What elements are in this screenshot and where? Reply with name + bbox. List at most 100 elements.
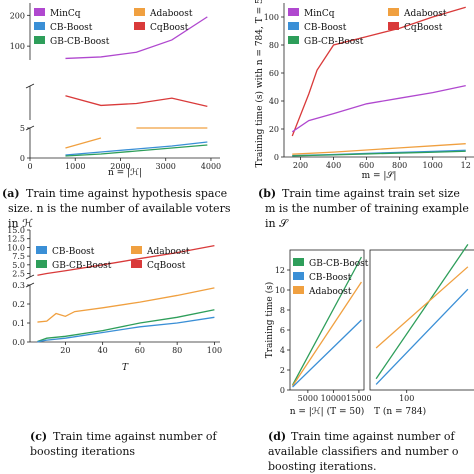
series-line-c-adaboost-0 (37, 287, 215, 323)
x-tick-label-b-0: 200 (293, 161, 308, 170)
legend-swatch-b-1 (388, 8, 399, 16)
x-tick-label-a-0: 0 (27, 162, 32, 171)
frame-d (289, 249, 365, 391)
legend-label-d-0: GB-CB-Boost (309, 259, 369, 269)
legend-label-a-2: CB-Boost (50, 23, 93, 33)
y-axis-label-b: Training time (s) with n = 784, T = 50 (254, 0, 265, 167)
series-line-d-adaboost (292, 281, 362, 387)
series-line-d2-adaboost (375, 266, 469, 349)
y-tick-label-c-7: 10.0 (7, 243, 25, 252)
series-line-a-adaboost-0 (65, 137, 102, 149)
caption-c-line2: boosting iterations (30, 445, 135, 458)
frame-d2 (369, 249, 474, 391)
y-tick-label-a-3: 200 (10, 11, 25, 20)
x-tick-label-b-5: 12 (461, 161, 471, 170)
y-tick-label-c-2: 0.2 (12, 300, 25, 309)
series-line-b-cqboost (291, 6, 466, 137)
y-axis-label-d: Training time (s) (264, 282, 275, 359)
x-axis-label-a: n = |ℋ| (108, 168, 142, 178)
x-tick-label-c-1: 40 (98, 346, 108, 355)
series-line-d2-gb-cb-boost (375, 244, 469, 380)
x-tick-label-a-2: 2000 (110, 162, 130, 171)
legend-d: GB-CB-Boost CB-Boost Adaboost (293, 258, 369, 297)
x-tick-label-c-2: 60 (135, 346, 145, 355)
series-line-a-cb-boost-0 (65, 141, 208, 156)
series-line-d-cb-boost (292, 319, 362, 388)
caption-d-line3: boosting iterations. (268, 460, 377, 473)
x-axis-label-d2: T (n = 784) (374, 406, 426, 417)
y-tick-label-d-3: 6 (280, 326, 285, 335)
y-tick-label-a-0: 0 (20, 154, 25, 163)
y-tick-label-d-1: 2 (280, 366, 285, 375)
legend-swatch-c-2 (36, 260, 47, 268)
legend-swatch-c-0 (36, 246, 47, 254)
series-line-b-adaboost (292, 143, 466, 155)
legend-label-b-1: Adaboost (403, 9, 447, 19)
caption-c-tag: (c) (30, 430, 47, 443)
x-tick-label-b-4: 1000 (423, 161, 443, 170)
y-tick-label-d-6: 12 (275, 266, 285, 275)
x-tick-label-c-3: 80 (172, 346, 182, 355)
series-line-a-mincq-0 (65, 16, 208, 60)
legend-label-a-4: GB-CB-Boost (50, 37, 110, 47)
legend-label-d-1: CB-Boost (309, 273, 352, 283)
y-tick-label-c-9: 15.0 (7, 226, 25, 235)
x-tick-label-a-4: 4000 (201, 162, 221, 171)
caption-a-line1: Train time against hypothesis space (26, 187, 227, 200)
legend-swatch-a-0 (34, 8, 45, 16)
legend-swatch-b-0 (288, 8, 299, 16)
y-tick-label-d-5: 10 (275, 286, 285, 295)
legend-label-a-1: Adaboost (149, 9, 193, 19)
series-line-d-gb-cb-boost (291, 256, 363, 386)
legend-swatch-a-2 (34, 22, 45, 30)
y-tick-label-a-1: 5 (20, 124, 25, 133)
x-tick-label-b-2: 600 (359, 161, 374, 170)
caption-d-line1: Train time against number of (291, 430, 455, 443)
legend-label-b-3: CqBoost (404, 23, 443, 33)
y-tick-label-d-2: 4 (280, 346, 285, 355)
x-tick-label-a-1: 1000 (65, 162, 85, 171)
legend-swatch-d-1 (293, 272, 304, 280)
legend-swatch-b-2 (288, 22, 299, 30)
legend-c: CB-Boost Adaboost GB-CB-Boost CqBoost (36, 246, 190, 271)
y-tick-label-b-1: 20 (269, 125, 279, 134)
legend-swatch-c-3 (131, 260, 142, 268)
legend-label-a-0: MinCq (50, 9, 81, 19)
legend-swatch-b-4 (288, 36, 299, 44)
y-tick-label-b-3: 60 (269, 69, 279, 78)
legend-label-c-3: CqBoost (147, 261, 186, 271)
break-mark-c-1 (25, 274, 35, 280)
legend-swatch-c-1 (131, 246, 142, 254)
y-tick-label-c-4: 2.5 (12, 270, 25, 279)
legend-label-c-0: CB-Boost (52, 247, 95, 257)
y-tick-label-b-5: 100 (264, 13, 279, 22)
legend-swatch-a-3 (134, 22, 145, 30)
x-tick-label-d-2: 15000 (346, 394, 371, 403)
series-line-c-gb-cb-boost-0 (37, 309, 215, 343)
y-tick-label-b-0: 0 (274, 153, 279, 162)
series-line-b-gb-cb-boost (292, 150, 466, 157)
caption-b-tag: (b) (258, 187, 276, 200)
caption-c-line1: Train time against number of (53, 430, 217, 443)
legend-a: MinCq Adaboost CB-Boost CqBoost GB-CB-Boost (34, 8, 193, 47)
legend-swatch-a-4 (34, 36, 45, 44)
x-tick-label-d2-0: 100 (399, 394, 414, 403)
x-tick-label-a-3: 3000 (156, 162, 176, 171)
legend-label-b-4: GB-CB-Boost (304, 37, 364, 47)
y-tick-label-c-1: 0.1 (12, 319, 25, 328)
legend-label-b-2: CB-Boost (304, 23, 347, 33)
legend-label-c-1: Adaboost (146, 247, 190, 257)
legend-label-d-2: Adaboost (308, 287, 352, 297)
caption-b-line2: m is the number of training example (265, 202, 469, 215)
y-tick-label-c-5: 5.0 (12, 261, 25, 270)
legend-swatch-a-1 (134, 8, 145, 16)
caption-a-line3: in ℋ (8, 217, 33, 230)
y-tick-label-c-0: 0.0 (12, 338, 25, 347)
caption-a-tag: (a) (2, 187, 20, 200)
legend-label-a-3: CqBoost (150, 23, 189, 33)
series-line-a-gb-cb-boost-0 (65, 144, 208, 157)
x-tick-label-d-1: 10000 (321, 394, 346, 403)
caption-a: (a) Train time against hypothesis space … (2, 187, 231, 230)
legend-b: MinCq Adaboost CB-Boost CqBoost GB-CB-Boost (288, 8, 447, 47)
